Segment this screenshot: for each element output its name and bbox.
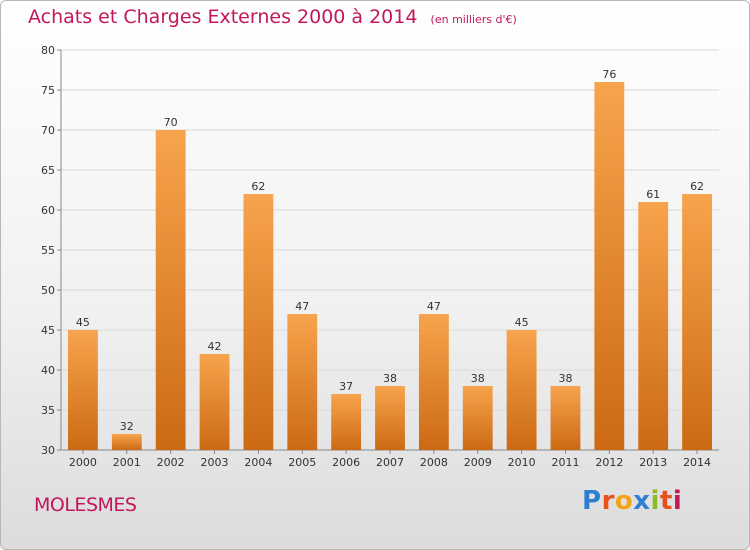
data-label-2006: 37 [339, 380, 353, 393]
data-label-2001: 32 [120, 420, 134, 433]
y-tick-label: 40 [41, 364, 55, 377]
bar-2011 [550, 386, 581, 450]
data-label-2005: 47 [295, 300, 309, 313]
bar-2001 [111, 434, 142, 450]
x-tick-label: 2013 [639, 456, 667, 469]
bar-2003 [199, 354, 230, 450]
y-tick-label: 80 [41, 44, 55, 57]
y-tick-label: 70 [41, 124, 55, 137]
x-tick-label: 2009 [464, 456, 492, 469]
data-label-2004: 62 [251, 180, 265, 193]
x-tick-label: 2011 [551, 456, 579, 469]
bar-2013 [638, 202, 669, 450]
x-tick-label: 2002 [157, 456, 185, 469]
bars [68, 82, 712, 450]
data-label-2000: 45 [76, 316, 90, 329]
x-tick-label: 2001 [113, 456, 141, 469]
proxiti-logo: Proxiti [582, 486, 683, 516]
bar-2009 [462, 386, 493, 450]
bar-2000 [68, 330, 98, 450]
y-tick-label: 45 [41, 324, 55, 337]
y-tick-label: 60 [41, 204, 55, 217]
y-tick-label: 50 [41, 284, 55, 297]
x-tick-label: 2010 [508, 456, 536, 469]
data-label-2008: 47 [427, 300, 441, 313]
data-label-2003: 42 [208, 340, 222, 353]
data-label-2011: 38 [558, 372, 572, 385]
y-tick-label: 55 [41, 244, 55, 257]
bar-2002 [155, 130, 186, 450]
y-tick-label: 35 [41, 404, 55, 417]
x-tick-label: 2005 [288, 456, 316, 469]
x-tick-label: 2004 [244, 456, 272, 469]
data-labels: 45 32 70 42 62 47 37 38 47 38 45 38 76 61 62 [76, 68, 704, 433]
x-tick-label: 2000 [69, 456, 97, 469]
y-tick-label: 30 [41, 444, 55, 457]
data-label-2012: 76 [602, 68, 616, 81]
bar-2010 [506, 330, 537, 450]
data-label-2009: 38 [471, 372, 485, 385]
data-label-2014: 62 [690, 180, 704, 193]
x-tick-label: 2003 [201, 456, 229, 469]
bar-2008 [418, 314, 449, 450]
x-tick-label: 2007 [376, 456, 404, 469]
data-label-2002: 70 [164, 116, 178, 129]
chart-subtitle: (en milliers d'€) [430, 13, 517, 26]
title-block: Achats et Charges Externes 2000 à 2014 (… [28, 6, 517, 28]
bar-2014 [682, 194, 712, 450]
bar-2005 [287, 314, 318, 450]
bar-2006 [331, 394, 362, 450]
bar-2007 [375, 386, 405, 450]
y-tick-labels: 30 35 40 45 50 55 60 65 70 75 80 [41, 44, 55, 457]
data-label-2007: 38 [383, 372, 397, 385]
y-tick-label: 65 [41, 164, 55, 177]
chart-title: Achats et Charges Externes 2000 à 2014 [28, 6, 418, 28]
y-tick-label: 75 [41, 84, 55, 97]
x-tick-label: 2008 [420, 456, 448, 469]
location-name: MOLESMES [34, 494, 137, 516]
x-tick-label: 2006 [332, 456, 360, 469]
bar-2004 [243, 194, 274, 450]
x-tick-label: 2014 [683, 456, 711, 469]
data-label-2013: 61 [646, 188, 660, 201]
x-tick-label: 2012 [595, 456, 623, 469]
data-label-2010: 45 [515, 316, 529, 329]
x-tick-labels: 2000 2001 2002 2003 2004 2005 2006 2007 2008 2009… [69, 456, 711, 469]
bar-2012 [594, 82, 625, 450]
